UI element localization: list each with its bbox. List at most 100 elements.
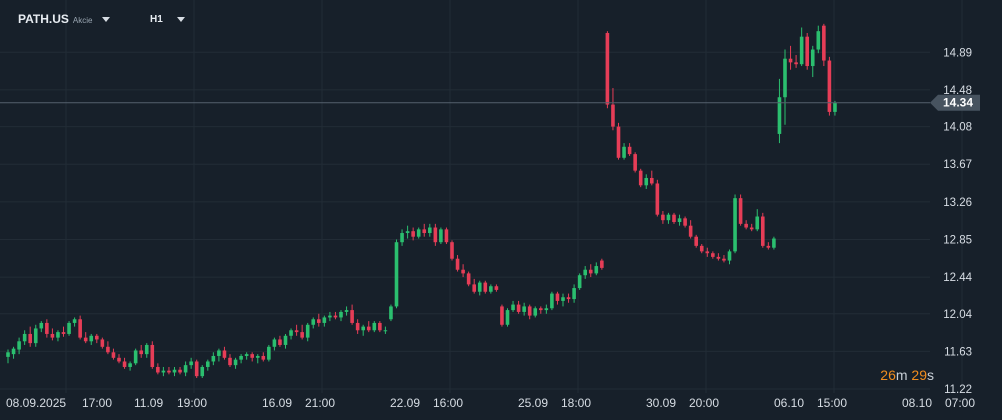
candle [211, 352, 216, 366]
candle [455, 255, 460, 272]
candle-body [61, 332, 66, 334]
candle-body [17, 341, 21, 350]
candle [805, 33, 809, 70]
candle [694, 234, 698, 248]
candle-body [444, 229, 449, 243]
candle-body [72, 319, 77, 323]
candle [711, 251, 715, 259]
candle-body [461, 269, 465, 274]
candle-body [361, 326, 365, 331]
candle-body [500, 306, 504, 325]
candle-body [622, 146, 626, 158]
candle [339, 310, 343, 322]
candle [111, 348, 116, 360]
candle [461, 264, 465, 278]
candle [794, 55, 798, 68]
candle-body [716, 256, 721, 259]
x-tick-date: 06.10 [774, 396, 804, 410]
candle-body [822, 25, 826, 61]
candle-body [6, 352, 10, 357]
countdown-seconds: 29 [911, 367, 927, 383]
candle [816, 25, 821, 54]
chevron-down-icon[interactable] [176, 16, 185, 22]
candle-body [28, 333, 32, 344]
candle-body [228, 357, 232, 366]
candle-body [372, 322, 377, 331]
candle-body [33, 328, 38, 344]
candle-body [416, 229, 421, 237]
candle [244, 352, 249, 360]
candle [61, 326, 66, 337]
candle [167, 366, 171, 375]
candle [544, 304, 549, 314]
candle-body [267, 346, 271, 360]
candle [550, 291, 554, 311]
candle [355, 319, 360, 334]
timeframe-selector[interactable]: H1 [150, 10, 185, 28]
candle [705, 247, 710, 257]
candle [799, 27, 804, 67]
candle [333, 311, 338, 320]
candle [39, 321, 44, 333]
candle [633, 152, 637, 173]
candle [372, 321, 377, 333]
candle-body [799, 36, 804, 65]
candle [588, 264, 593, 278]
candle-body [455, 258, 460, 270]
candle-body [588, 269, 593, 274]
candle-body [550, 293, 554, 309]
candle [577, 273, 582, 290]
candle [827, 56, 832, 116]
candle [738, 194, 743, 226]
candle-body [411, 231, 415, 237]
candle-body [544, 308, 549, 311]
x-tick-date: 22.09 [390, 396, 420, 410]
candle-body [494, 286, 499, 290]
candle-body [527, 306, 532, 316]
candle [6, 349, 10, 364]
candle [278, 335, 282, 347]
candle [555, 291, 560, 305]
candle [383, 326, 388, 334]
candle [477, 280, 482, 296]
y-tick-label: 12.44 [943, 272, 972, 284]
candle-body [206, 361, 210, 367]
candle-body [616, 126, 621, 158]
candle-body [600, 260, 604, 268]
candle [178, 366, 182, 375]
time-axis: 08.09.2025 17:00 11.09 19:00 16.09 21:00 22.09… [6, 396, 975, 410]
timeframe-label: H1 [150, 13, 163, 25]
candle [822, 23, 826, 67]
candle [500, 304, 504, 327]
candle-body [627, 146, 632, 155]
candle [50, 328, 55, 341]
candle [72, 317, 77, 327]
symbol-selector[interactable]: PATH.US Akcie [18, 10, 111, 28]
candle [472, 278, 476, 294]
candle-body [827, 60, 832, 112]
candle-body [516, 304, 521, 312]
candle-body [539, 308, 543, 311]
candle [539, 306, 543, 314]
countdown-seconds-unit: s [927, 367, 934, 383]
y-tick-label: 14.08 [943, 122, 972, 134]
candle-body [694, 236, 698, 246]
candle-body [489, 286, 493, 292]
candle [727, 249, 732, 265]
candle-body [300, 332, 304, 338]
candle [89, 333, 94, 345]
candle [222, 346, 227, 360]
candle-body [699, 245, 704, 252]
chevron-down-icon[interactable] [102, 16, 111, 22]
candle-body [150, 344, 155, 367]
candle [422, 223, 427, 237]
candle-body [389, 306, 393, 320]
candle-body [738, 198, 743, 224]
candle-body [433, 227, 438, 243]
candle [733, 194, 737, 254]
candle-body [133, 350, 138, 364]
symbol-name: PATH.US [18, 12, 69, 26]
candle [772, 236, 776, 250]
candle [189, 357, 193, 369]
